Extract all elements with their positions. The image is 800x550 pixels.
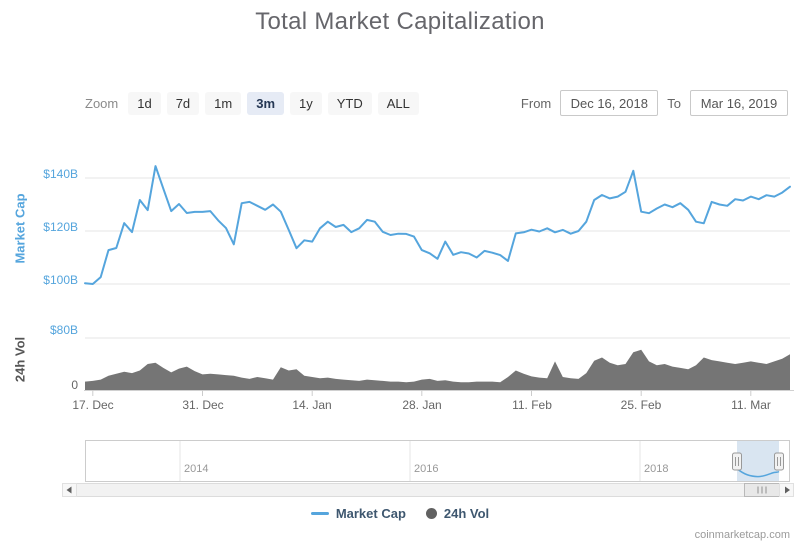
x-axis-label-11-mar: 11. Mar xyxy=(731,398,771,412)
market-cap-line-series[interactable] xyxy=(84,165,791,285)
legend-item-market-cap[interactable]: Market Cap xyxy=(310,506,406,521)
legend-label-market-cap: Market Cap xyxy=(335,506,406,521)
navigator-handle-left[interactable] xyxy=(732,452,742,471)
navigator-selection[interactable] xyxy=(737,441,779,481)
y-axis-label-120b: $120B xyxy=(43,220,78,234)
zoom-button-1d[interactable]: 1d xyxy=(128,91,161,115)
navigator-handle-right[interactable] xyxy=(774,452,784,471)
navigator-outline[interactable] xyxy=(85,440,790,482)
vol-axis-label-80b: $80B xyxy=(49,323,78,337)
zoom-button-ytd[interactable]: YTD xyxy=(327,91,372,115)
x-axis-label-25-feb: 25. Feb xyxy=(620,398,662,412)
legend: Market Cap 24h Vol xyxy=(0,506,800,521)
y-axis-label-140b: $140B xyxy=(43,167,78,181)
watermark: coinmarketcap.com xyxy=(694,529,790,541)
x-axis-label-11-feb: 11. Feb xyxy=(512,398,552,412)
navigator-year-2014: 2014 xyxy=(184,463,209,475)
navigator-series-preview xyxy=(737,468,780,478)
navigator-year-2018: 2018 xyxy=(644,463,669,475)
line-marker-icon xyxy=(310,512,329,515)
x-axis-label-31-dec: 31. Dec xyxy=(182,398,224,412)
zoom-button-7d[interactable]: 7d xyxy=(166,91,200,115)
circle-marker-icon xyxy=(425,508,437,519)
y-axis-label-100b: $100B xyxy=(43,273,78,287)
from-label: From xyxy=(520,95,552,111)
navigator-year-2016: 2016 xyxy=(414,463,439,475)
zoom-label: Zoom xyxy=(85,95,119,111)
volume-area-series[interactable] xyxy=(85,349,790,390)
zoom-button-1m[interactable]: 1m xyxy=(205,91,242,115)
zoom-button-all[interactable]: ALL xyxy=(377,91,419,115)
from-date-input[interactable] xyxy=(560,90,659,116)
y-axis-title-24h-vol: 24h Vol xyxy=(12,336,28,383)
arrow-left-icon xyxy=(66,486,72,494)
zoom-button-1y[interactable]: 1y xyxy=(290,91,322,115)
to-label: To xyxy=(667,95,681,111)
arrow-right-icon xyxy=(785,486,790,494)
x-axis-label-14-jan: 14. Jan xyxy=(292,398,332,412)
zoom-button-3m[interactable]: 3m xyxy=(247,91,285,115)
scrollbar-track[interactable] xyxy=(76,483,780,497)
page-title: Total Market Capitalization xyxy=(255,8,545,35)
legend-item-24h-vol[interactable]: 24h Vol xyxy=(425,506,490,521)
x-axis-label-17-dec: 17. Dec xyxy=(72,398,114,412)
legend-label-24h-vol: 24h Vol xyxy=(443,506,490,521)
vol-axis-label-0: 0 xyxy=(71,378,78,392)
x-axis-label-28-jan: 28. Jan xyxy=(402,398,442,412)
chart-toolbar: Zoom 1d 7d 1m 3m 1y YTD ALL From To xyxy=(85,90,788,116)
to-date-input[interactable] xyxy=(690,90,788,116)
